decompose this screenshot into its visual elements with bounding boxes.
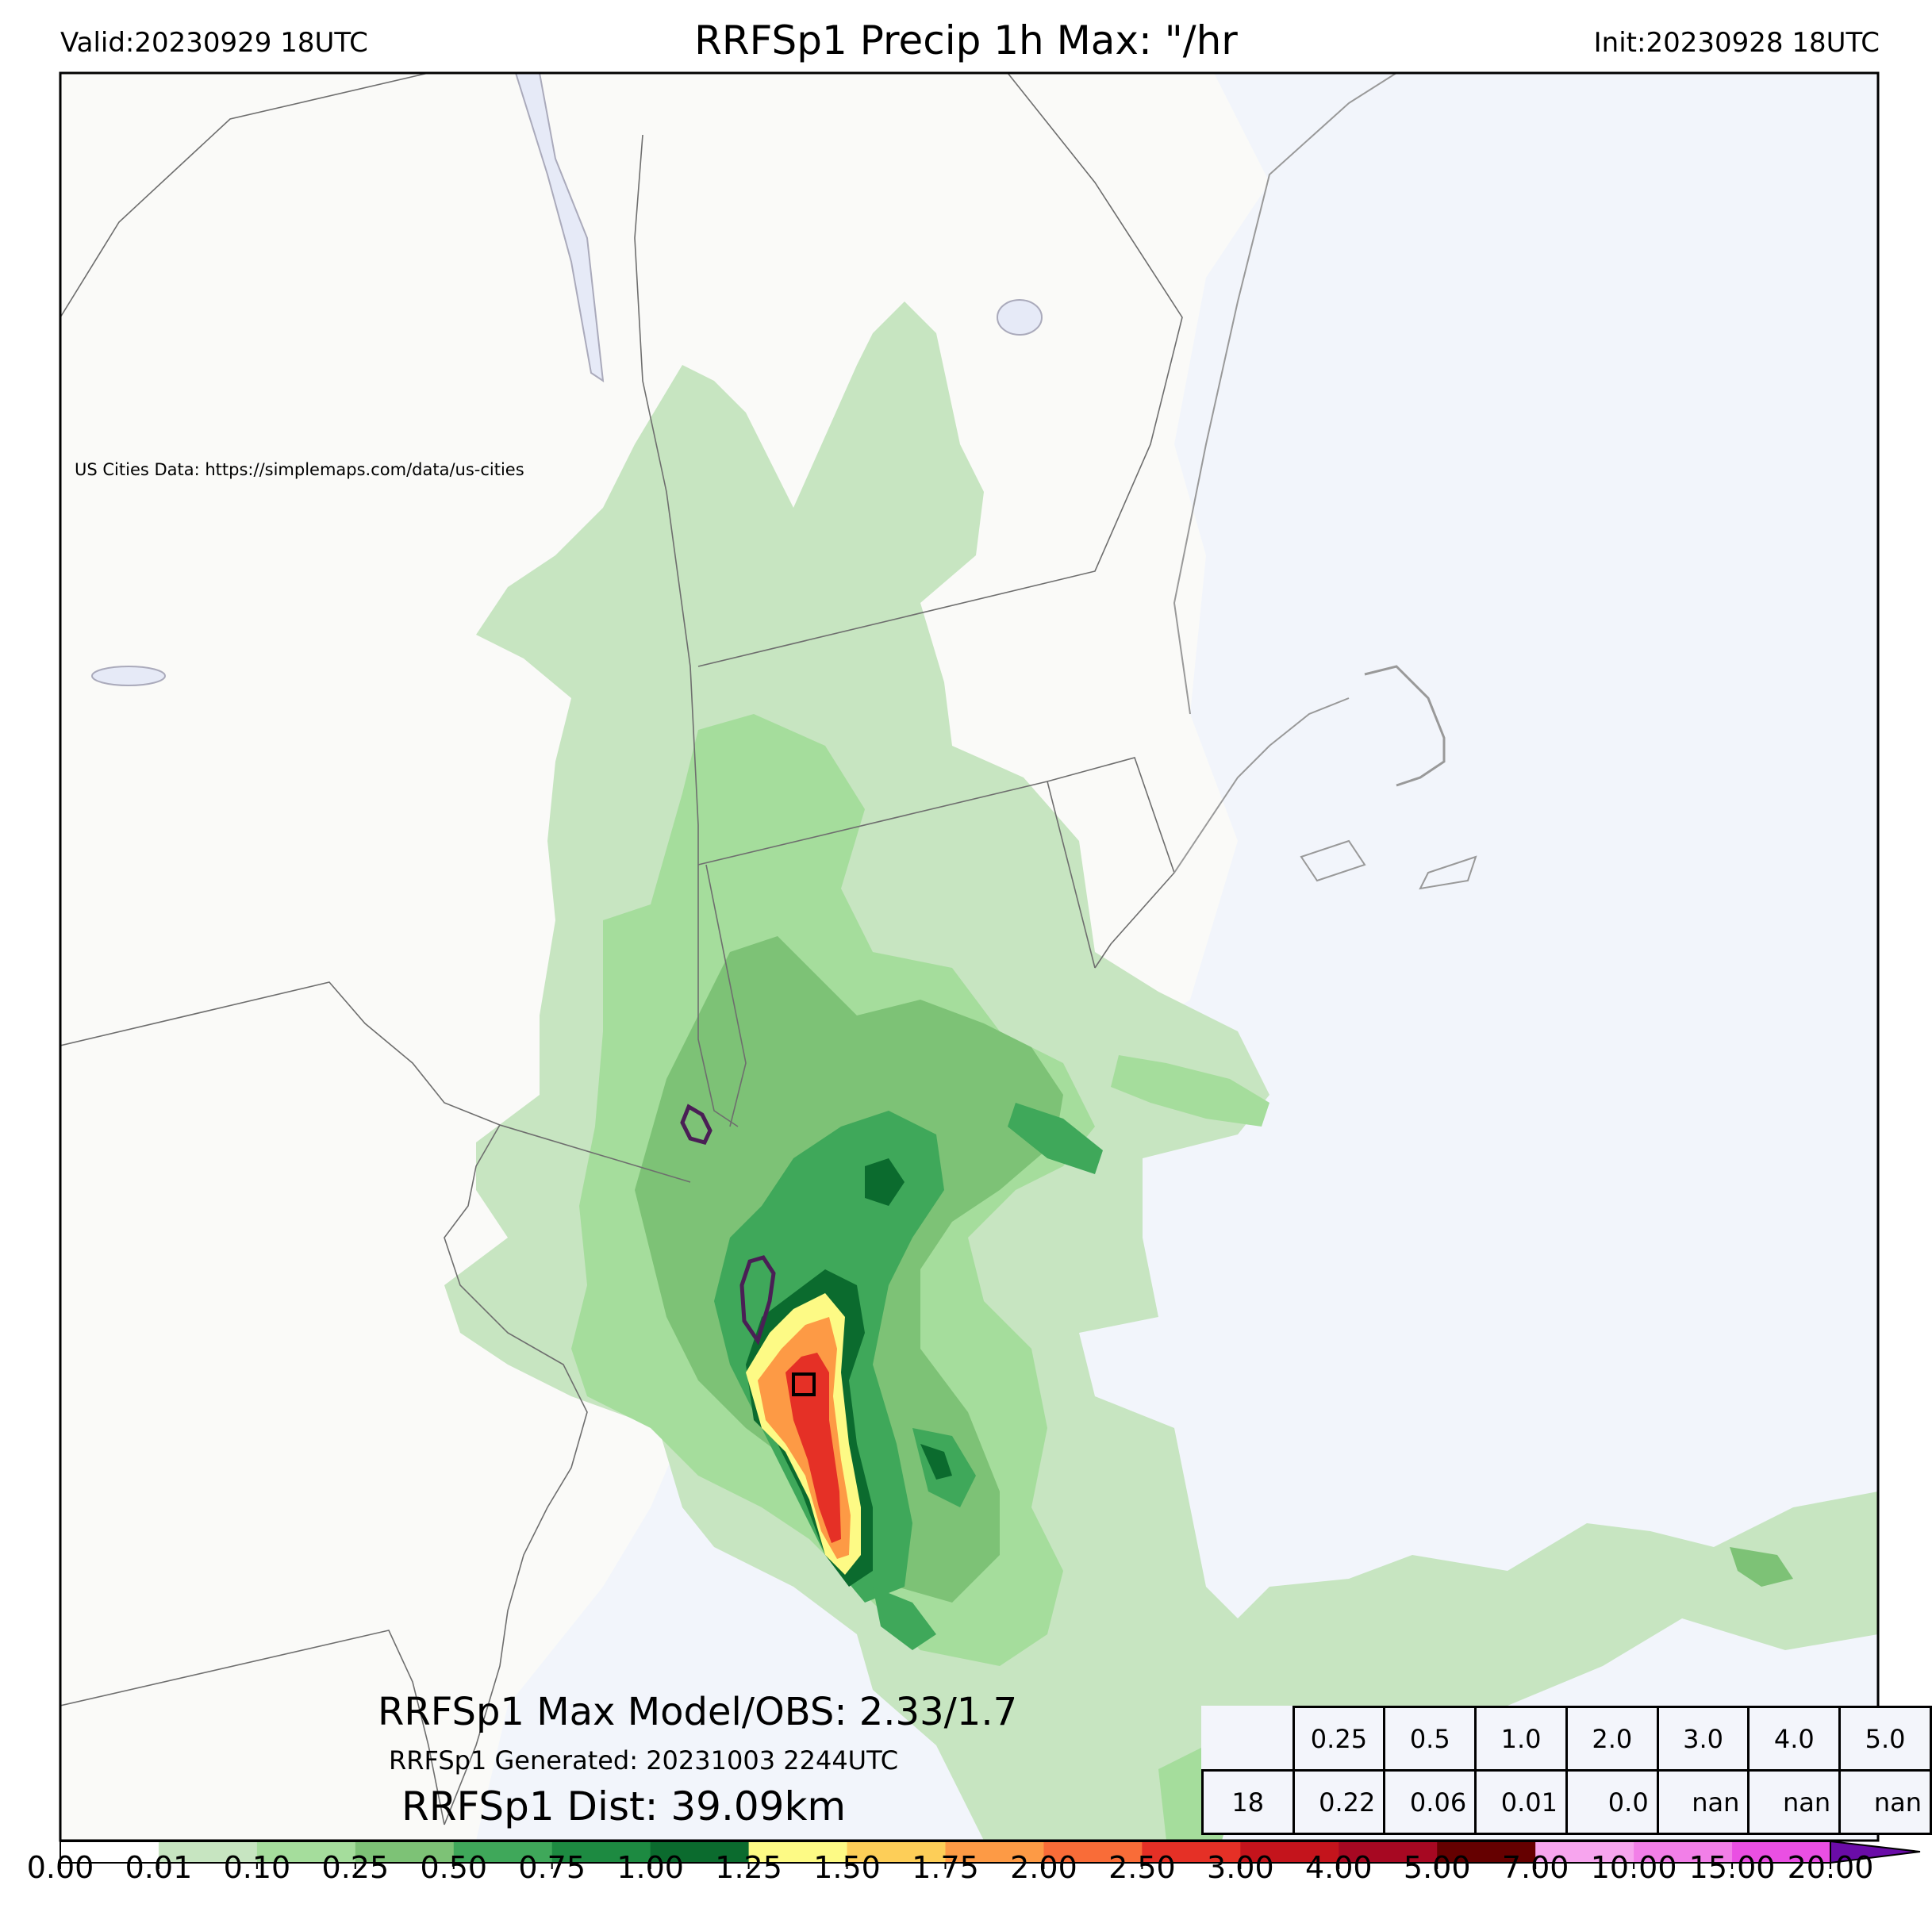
value-cell: 0.0 <box>1565 1769 1659 1835</box>
colorbar-tick-label: 0.00 <box>26 1850 94 1885</box>
colorbar-tick-label: 5.00 <box>1403 1850 1471 1885</box>
chart-title: RRFSp1 Precip 1h Max: "/hr <box>694 17 1238 63</box>
table-corner <box>1203 1707 1294 1771</box>
colorbar-tick-label: 4.00 <box>1304 1850 1373 1885</box>
max-model-obs: RRFSp1 Max Model/OBS: 2.33/1.7 <box>378 1690 1018 1734</box>
colorbar-segment <box>1240 1841 1339 1863</box>
generated-time: RRFSp1 Generated: 20231003 2244UTC <box>389 1745 899 1776</box>
colorbar-tick-label: 1.50 <box>813 1850 881 1885</box>
obs-contour-north <box>680 1104 712 1145</box>
colorbar-segment <box>1535 1841 1634 1863</box>
colorbar-tick-label: 0.10 <box>223 1850 291 1885</box>
value-cell: 0.06 <box>1383 1769 1477 1835</box>
colorbar-tick-label: 10.00 <box>1590 1850 1677 1885</box>
threshold-cell: 5.0 <box>1838 1706 1932 1772</box>
colorbar-tick-label: 1.25 <box>715 1850 782 1885</box>
colorbar-tick-label: 3.00 <box>1207 1850 1274 1885</box>
threshold-table: 0.25 0.5 1.0 2.0 3.0 4.0 5.0 18 0.22 0.0… <box>1201 1706 1932 1835</box>
colorbar-tick-label: 0.25 <box>321 1850 390 1885</box>
colorbar-segment <box>1732 1841 1831 1863</box>
colorbar-tick-label: 2.50 <box>1108 1850 1176 1885</box>
value-cell: nan <box>1656 1769 1750 1835</box>
colorbar-segment <box>60 1841 159 1863</box>
lake-champlain <box>514 73 605 383</box>
colorbar-segment <box>256 1841 356 1863</box>
colorbar-frame <box>60 1841 1831 1864</box>
colorbar-segment <box>748 1841 848 1863</box>
obs-contours <box>680 1104 776 1346</box>
lake-winnipesaukee <box>997 299 1043 336</box>
colorbar-segment <box>1437 1841 1536 1863</box>
oneida-lake <box>91 666 166 686</box>
value-cell: nan <box>1838 1769 1932 1835</box>
threshold-cell: 2.0 <box>1565 1706 1659 1772</box>
colorbar-segment <box>650 1841 750 1863</box>
borders <box>60 73 1183 1825</box>
colorbar-tick-label: 7.00 <box>1501 1850 1569 1885</box>
coastlines <box>1173 73 1477 890</box>
colorbar-tick-label: 15.00 <box>1688 1850 1776 1885</box>
colorbar-tick-label: 0.50 <box>420 1850 488 1885</box>
value-cell: 0.22 <box>1292 1769 1386 1835</box>
obs-contour-south <box>739 1255 776 1346</box>
max-location-marker <box>792 1372 816 1396</box>
colorbar <box>60 1841 1831 1869</box>
init-time: Init:20230928 18UTC <box>1593 27 1880 59</box>
colorbar-segment <box>453 1841 553 1863</box>
colorbar-segment <box>551 1841 651 1863</box>
colorbar-segment <box>945 1841 1044 1863</box>
colorbar-segment <box>355 1841 455 1863</box>
threshold-cell: 0.5 <box>1383 1706 1477 1772</box>
value-cell: 0.01 <box>1474 1769 1568 1835</box>
colorbar-tick-label: 20.00 <box>1787 1850 1874 1885</box>
colorbar-segment <box>1043 1841 1143 1863</box>
colorbar-segment <box>158 1841 258 1863</box>
colorbar-tick-label: 1.00 <box>616 1850 684 1885</box>
value-cell: nan <box>1747 1769 1842 1835</box>
threshold-cell: 3.0 <box>1656 1706 1750 1772</box>
colorbar-tick-label: 0.01 <box>125 1850 193 1885</box>
attribution-text: US Cities Data: https://simplemaps.com/d… <box>75 460 524 479</box>
valid-time: Valid:20230929 18UTC <box>60 27 368 59</box>
row-label: 18 <box>1201 1769 1295 1835</box>
precip-field <box>444 301 1878 1841</box>
colorbar-tick-label: 2.00 <box>1010 1850 1077 1885</box>
colorbar-segment <box>847 1841 946 1863</box>
colorbar-tick-label: 1.75 <box>912 1850 979 1885</box>
colorbar-tick-label: 0.75 <box>518 1850 586 1885</box>
colorbar-segment <box>1142 1841 1241 1863</box>
cape-cod <box>1364 665 1446 787</box>
threshold-cell: 0.25 <box>1292 1706 1386 1772</box>
colorbar-segment <box>1634 1841 1733 1863</box>
colorbar-segment <box>1339 1841 1438 1863</box>
threshold-cell: 4.0 <box>1747 1706 1842 1772</box>
threshold-cell: 1.0 <box>1474 1706 1568 1772</box>
distance-text: RRFSp1 Dist: 39.09km <box>401 1783 847 1829</box>
